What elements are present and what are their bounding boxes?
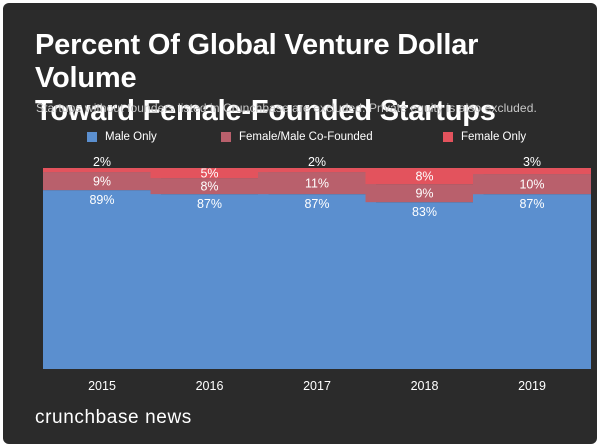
bar-male-only-2015	[43, 190, 161, 369]
legend-label-male-only: Male Only	[105, 131, 157, 143]
data-label-co-founded-2017: 11%	[305, 177, 329, 191]
x-tick-label-2017: 2017	[303, 379, 331, 393]
data-label-co-founded-2015: 9%	[93, 175, 111, 189]
legend-swatch-co-founded	[221, 132, 231, 142]
bar-female-only-2015	[43, 168, 161, 173]
bar-co-founded-2018	[365, 184, 484, 203]
data-label-co-founded-2016: 8%	[200, 180, 218, 194]
data-label-female-only-2017: 2%	[308, 155, 326, 169]
stacked-bar-chart: 89%9%2%201587%8%5%201687%11%2%201783%9%8…	[43, 155, 591, 393]
x-tick-label-2016: 2016	[196, 379, 224, 393]
x-tick-label-2019: 2019	[518, 379, 546, 393]
bar-male-only-2018	[365, 202, 484, 369]
bar-co-founded-2016	[150, 178, 269, 195]
bar-co-founded-2015	[43, 172, 161, 191]
data-label-male-only-2019: 87%	[519, 197, 544, 211]
bar-female-only-2016	[150, 168, 269, 179]
legend-label-female-only: Female Only	[461, 131, 527, 143]
chart-subtitle: Startups without founders listed in Crun…	[36, 101, 537, 115]
bar-female-only-2018	[365, 168, 484, 185]
data-label-male-only-2017: 87%	[304, 197, 329, 211]
chart-card: Percent Of Global Venture Dollar Volume …	[3, 3, 597, 444]
legend-item-co-founded: Female/Male Co-Founded	[221, 131, 373, 143]
data-label-male-only-2015: 89%	[89, 193, 114, 207]
data-label-male-only-2016: 87%	[197, 197, 222, 211]
brand-logo: crunchbase news	[35, 407, 192, 428]
data-label-co-founded-2019: 10%	[519, 178, 544, 192]
data-label-co-founded-2018: 9%	[415, 187, 433, 201]
bar-male-only-2019	[473, 194, 591, 369]
chart-title: Percent Of Global Venture Dollar Volume …	[35, 29, 575, 128]
data-label-female-only-2015: 2%	[93, 155, 111, 169]
legend-swatch-female-only	[443, 132, 453, 142]
legend-swatch-male-only	[87, 132, 97, 142]
chart-legend: Male Only Female/Male Co-Founded Female …	[3, 131, 597, 151]
data-label-male-only-2018: 83%	[412, 205, 437, 219]
data-label-female-only-2016: 5%	[200, 167, 218, 181]
data-label-female-only-2019: 3%	[523, 155, 541, 169]
legend-item-male-only: Male Only	[87, 131, 157, 143]
chart-title-line-2: Toward Female-Founded Startups	[35, 95, 496, 127]
bar-female-only-2017	[258, 168, 376, 173]
legend-item-female-only: Female Only	[443, 131, 526, 143]
legend-label-co-founded: Female/Male Co-Founded	[239, 131, 373, 143]
bar-male-only-2016	[150, 194, 269, 369]
x-tick-label-2015: 2015	[88, 379, 116, 393]
bar-male-only-2017	[258, 194, 376, 369]
bar-co-founded-2017	[258, 172, 376, 195]
bar-co-founded-2019	[473, 174, 591, 195]
bar-female-only-2019	[473, 168, 591, 175]
data-label-female-only-2018: 8%	[415, 170, 433, 184]
x-tick-label-2018: 2018	[411, 379, 439, 393]
chart-title-line-1: Percent Of Global Venture Dollar Volume	[35, 29, 479, 94]
